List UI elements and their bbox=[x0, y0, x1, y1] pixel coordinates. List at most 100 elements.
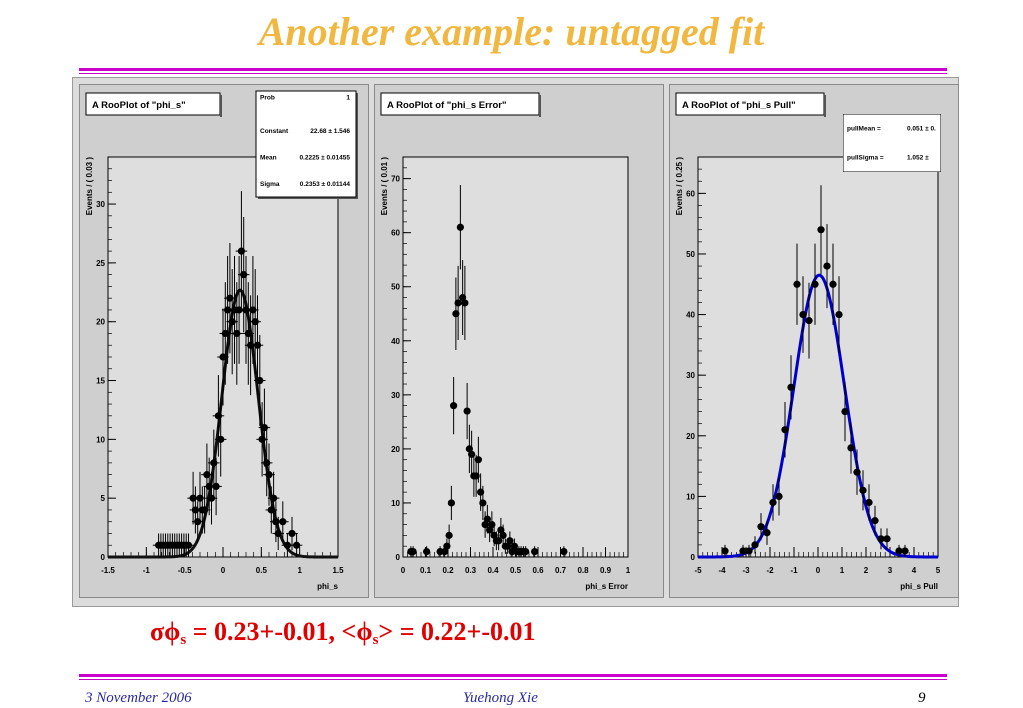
data-point bbox=[506, 537, 514, 545]
stats-label: pullSigma = bbox=[847, 155, 884, 162]
data-point bbox=[817, 226, 825, 234]
phi-subscript-2: s bbox=[372, 632, 379, 648]
data-point bbox=[450, 402, 458, 410]
data-point bbox=[859, 486, 867, 494]
x-tick-label: 1 bbox=[297, 566, 302, 575]
bottom-divider bbox=[79, 674, 947, 677]
bottom-divider-thin bbox=[79, 679, 947, 680]
plots-frame: A RooPlot of "phi_s" 0 5 10 15 20 25 30 -1.5 -1 -0… bbox=[72, 77, 959, 607]
y-tick-label: 15 bbox=[96, 377, 105, 386]
y-axis-label: Events / ( 0.01 ) bbox=[380, 157, 389, 216]
data-point bbox=[829, 280, 837, 288]
y-tick-label: 30 bbox=[686, 371, 695, 380]
x-tick-label: 1 bbox=[626, 566, 631, 575]
data-point bbox=[265, 471, 273, 479]
data-point bbox=[207, 494, 216, 502]
x-tick-label: 0.2 bbox=[442, 566, 454, 575]
x-tick-label: 0 bbox=[816, 566, 821, 575]
y-tick-label: 10 bbox=[686, 492, 695, 501]
x-tick-label: 0 bbox=[401, 566, 406, 575]
y-tick-label: 5 bbox=[101, 494, 106, 503]
stats-label: Mean bbox=[260, 154, 277, 161]
x-tick-label: 0 bbox=[221, 566, 226, 575]
data-point bbox=[793, 280, 801, 288]
plot-title: A RooPlot of "phi_s Error" bbox=[387, 100, 507, 111]
data-point bbox=[745, 547, 753, 555]
data-point bbox=[757, 523, 765, 531]
plot-area bbox=[697, 156, 939, 558]
data-point bbox=[189, 494, 197, 502]
data-point bbox=[883, 535, 891, 543]
data-point bbox=[226, 294, 234, 302]
top-divider-thin bbox=[79, 73, 947, 74]
data-point bbox=[212, 482, 220, 491]
stats-box: pullMean = 0.051 ± 0. pullSigma = 1.052 ± bbox=[843, 114, 941, 172]
y-tick-label: 70 bbox=[391, 175, 400, 184]
y-tick-label: 40 bbox=[686, 311, 695, 320]
data-point bbox=[805, 317, 813, 325]
data-point bbox=[288, 529, 296, 538]
x-tick-label: -0.5 bbox=[178, 566, 192, 575]
phi-symbol-2: ϕ bbox=[356, 617, 373, 646]
plot-title-shadow bbox=[824, 95, 826, 117]
data-point bbox=[823, 262, 831, 270]
plot-canvas-phi-s-pull: A RooPlot of "phi_s Pull" 0 10 20 30 40 50 60 -5… bbox=[669, 84, 959, 598]
sigma-symbol: σ bbox=[150, 617, 165, 646]
x-tick-label: 1.5 bbox=[332, 566, 344, 575]
data-point bbox=[210, 459, 218, 467]
plot-title: A RooPlot of "phi_s Pull" bbox=[682, 100, 796, 111]
x-tick-label: 0.9 bbox=[600, 566, 612, 575]
y-tick-label: 10 bbox=[96, 435, 105, 444]
x-tick-label: 0.5 bbox=[256, 566, 268, 575]
x-tick-label: 2 bbox=[864, 566, 869, 575]
data-point bbox=[445, 531, 453, 539]
stats-label: Constant bbox=[260, 128, 289, 135]
data-point bbox=[877, 535, 885, 543]
data-point bbox=[560, 547, 568, 556]
stats-label: Sigma bbox=[260, 181, 280, 188]
x-tick-label: -1 bbox=[143, 566, 151, 575]
data-point bbox=[775, 492, 783, 500]
y-tick-label: 30 bbox=[96, 200, 105, 209]
y-tick-label: 20 bbox=[391, 445, 400, 454]
stats-box-frame bbox=[843, 114, 941, 172]
data-point bbox=[479, 499, 487, 507]
x-tick-label: 5 bbox=[936, 566, 941, 575]
data-point bbox=[423, 547, 431, 556]
data-point bbox=[853, 468, 861, 476]
data-point bbox=[456, 223, 464, 231]
data-point bbox=[233, 329, 241, 338]
phi-symbol: ϕ bbox=[164, 617, 181, 646]
data-point bbox=[865, 498, 873, 507]
stats-value: 0.051 ± 0. bbox=[907, 126, 936, 133]
data-point bbox=[522, 547, 530, 556]
data-point bbox=[531, 547, 539, 556]
phi-s-pull-chart: A RooPlot of "phi_s Pull"0102030405060-5… bbox=[675, 92, 941, 591]
fit-curve bbox=[698, 273, 939, 559]
footer-page-number: 9 bbox=[918, 690, 926, 706]
x-tick-label: 4 bbox=[912, 566, 917, 575]
data-point bbox=[454, 299, 462, 307]
fit-summary: σϕs = 0.23+-0.01, <ϕs> = 0.22+-0.01 bbox=[150, 617, 536, 649]
data-point bbox=[739, 547, 747, 555]
x-tick-label: -2 bbox=[766, 566, 774, 575]
x-tick-label: 0.8 bbox=[577, 566, 589, 575]
stats-value: 22.68 ± 1.546 bbox=[310, 128, 350, 135]
x-tick-label: 3 bbox=[888, 566, 893, 575]
x-tick-label: 0.4 bbox=[487, 566, 499, 575]
plot-canvas-phi-s-error: A RooPlot of "phi_s Error" 0 10 20 30 40 50 60 7… bbox=[374, 84, 664, 598]
x-tick-label: 0.6 bbox=[532, 566, 544, 575]
x-tick-label: 1 bbox=[840, 566, 845, 575]
x-tick-label: -1 bbox=[790, 566, 798, 575]
y-tick-label: 0 bbox=[691, 553, 696, 562]
plot-title-shadow bbox=[220, 95, 222, 117]
data-point bbox=[219, 353, 227, 361]
data-point bbox=[201, 506, 209, 514]
x-tick-label: -3 bbox=[742, 566, 750, 575]
data-point bbox=[763, 529, 771, 537]
x-tick-label: -5 bbox=[694, 566, 702, 575]
data-point bbox=[293, 541, 301, 549]
data-point bbox=[721, 547, 729, 555]
x-axis-label: phi_s bbox=[317, 582, 338, 591]
